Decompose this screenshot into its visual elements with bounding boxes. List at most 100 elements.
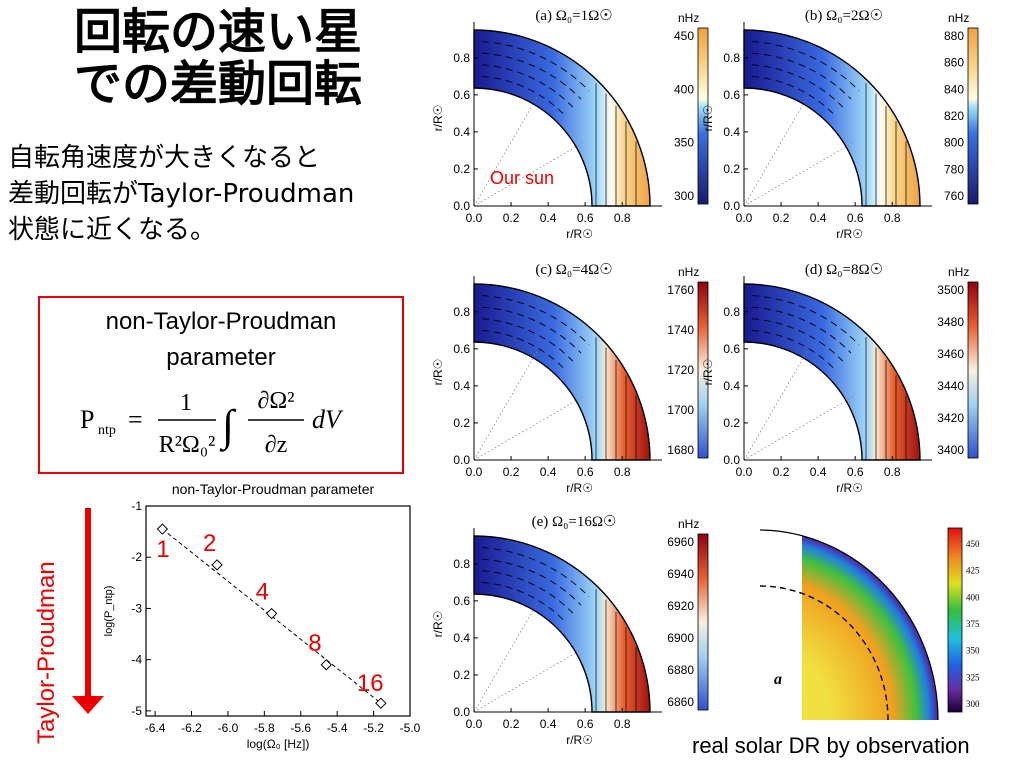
panel-ytick-label: 0.0 [723, 199, 740, 213]
panel-ytick-label: 0.8 [723, 305, 740, 319]
panel-colorbar-tick: 3420 [937, 411, 964, 425]
panel-colorbar-tick: 1740 [667, 323, 694, 337]
panel-colorbar-tick: 1760 [667, 283, 694, 297]
panel-xtick-label: 0.2 [503, 465, 520, 479]
panel-ytick-label: 0.8 [453, 557, 470, 571]
formula-den: R²Ω₀² [159, 432, 216, 458]
formula-int-den: ∂z [265, 432, 288, 458]
obs-colorbar-tick: 325 [966, 672, 980, 682]
fit-line [162, 528, 382, 704]
rotation-map [743, 283, 921, 461]
panel-colorbar-tick: 820 [944, 109, 964, 123]
rotation-map [743, 29, 921, 207]
panel-ytick-label: 0.6 [453, 88, 470, 102]
panel-xtick-label: 0.8 [614, 717, 631, 731]
rotation-map [473, 535, 651, 713]
panel-colorbar-tick: 1700 [667, 403, 694, 417]
panel-xtick-label: 0.4 [540, 465, 557, 479]
arrow-label: Taylor-Proudman [33, 561, 60, 744]
chart-xtick-label: -6.2 [181, 721, 202, 735]
obs-colorbar-ticks: 450 425 400 375 350 325 300 [966, 539, 980, 709]
chart-ytick-label: -4 [131, 653, 142, 667]
panel-colorbar-tick: 3500 [937, 283, 964, 297]
panel-xtick-label: 0.2 [503, 211, 520, 225]
contour-line [751, 41, 860, 92]
panel-colorbar-tick: 450 [674, 29, 694, 43]
contour-line [751, 295, 860, 346]
subtitle-line-3: 状態に近くなる。 [8, 215, 217, 245]
obs-outer-boundary [759, 529, 939, 721]
panel-colorbar [697, 281, 709, 459]
formula-lhs-sub: ntp [98, 423, 116, 438]
panel-xlabel: r/R☉ [566, 481, 593, 495]
panel-colorbar-tick: 350 [674, 136, 694, 150]
latitude-line [473, 350, 538, 461]
panel-xtick-label: 0.8 [884, 211, 901, 225]
contour-line [751, 306, 852, 354]
panel-colorbar-tick: 1680 [667, 443, 694, 457]
observation-panel: a 450 425 400 375 350 325 300 [759, 527, 980, 721]
rotation-map [473, 283, 651, 461]
panel-colorbar-tick: 800 [944, 136, 964, 150]
contour-line [751, 318, 844, 362]
panel-title: (d) Ω₀=8Ω☉ [805, 262, 883, 278]
panel-title: (e) Ω₀=16Ω☉ [532, 514, 617, 530]
contour-line [481, 306, 582, 354]
subtitle-line-2: 差動回転がTaylor-Proudman [8, 179, 355, 209]
panel-unit: nHz [948, 11, 969, 25]
arrow-graphic: Taylor-Proudman [33, 508, 104, 744]
chart-point [320, 659, 332, 671]
contour-line [481, 41, 590, 92]
obs-colorbar-tick: 425 [966, 566, 980, 576]
latitude-line [473, 96, 538, 207]
formula-box-title: non-Taylor-Proudman [105, 308, 337, 335]
panel-xtick-label: 0.4 [810, 211, 827, 225]
panel-ytick-label: 0.8 [453, 305, 470, 319]
chart-point [211, 559, 223, 571]
chart-point-label: 8 [308, 630, 321, 657]
contour-line [481, 318, 574, 362]
panel-colorbar-tick: 3440 [937, 379, 964, 393]
chart-ytick-label: -2 [131, 550, 142, 564]
chart-ytick-label: -3 [131, 601, 142, 615]
panel-title: (b) Ω₀=2Ω☉ [805, 8, 883, 24]
panel-xtick-label: 0.6 [847, 465, 864, 479]
panel-xlabel: r/R☉ [566, 733, 593, 747]
panel-xtick-label: 0.2 [503, 717, 520, 731]
panel-ytick-label: 0.0 [453, 705, 470, 719]
chart-ylabel: log(P_ntp) [103, 586, 115, 637]
panel-colorbar-tick: 300 [674, 189, 694, 203]
chart-xtick-label: -6.4 [145, 721, 166, 735]
panel-ylabel: r/R☉ [431, 105, 445, 132]
panel-ytick-label: 0.4 [453, 125, 470, 139]
formula-dv: dV [312, 405, 344, 434]
panel-ylabel: r/R☉ [701, 105, 715, 132]
chart-xtick-label: -5.2 [363, 721, 384, 735]
panel-xtick-label: 0.6 [577, 465, 594, 479]
formula-box: non-Taylor-Proudman parameter P ntp = 1 … [38, 296, 404, 474]
panel-ytick-label: 0.0 [453, 453, 470, 467]
panel-xtick-label: 0.0 [466, 717, 483, 731]
contour-line [481, 64, 574, 108]
panel-unit: nHz [678, 265, 699, 279]
formula-equals: = [128, 405, 143, 434]
panel-xtick-label: 0.6 [847, 211, 864, 225]
formula-lhs: P [80, 405, 94, 434]
panel-ytick-label: 0.2 [723, 416, 740, 430]
title-line-2: での差動回転 [73, 56, 362, 112]
panel-title: (c) Ω₀=4Ω☉ [535, 262, 612, 278]
panel-annotation: Our sun [490, 168, 554, 188]
slide-title: 回転の速い星 での差動回転 [8, 6, 428, 110]
panel-colorbar-tick: 6940 [667, 567, 694, 581]
panel-xlabel: r/R☉ [566, 227, 593, 241]
panel-xtick-label: 0.4 [810, 465, 827, 479]
panel-ytick-label: 0.4 [453, 379, 470, 393]
panel-xtick-label: 0.0 [466, 465, 483, 479]
panel-unit: nHz [678, 517, 699, 531]
panel-colorbar-tick: 400 [674, 82, 694, 96]
formula-box-subtitle: parameter [166, 344, 276, 371]
chart-point-label: 16 [357, 670, 384, 697]
panel-ytick-label: 0.4 [723, 379, 740, 393]
formula: P ntp = 1 R²Ω₀² ∫ ∂Ω² ∂z dV [80, 388, 344, 458]
latitude-line [743, 350, 808, 461]
